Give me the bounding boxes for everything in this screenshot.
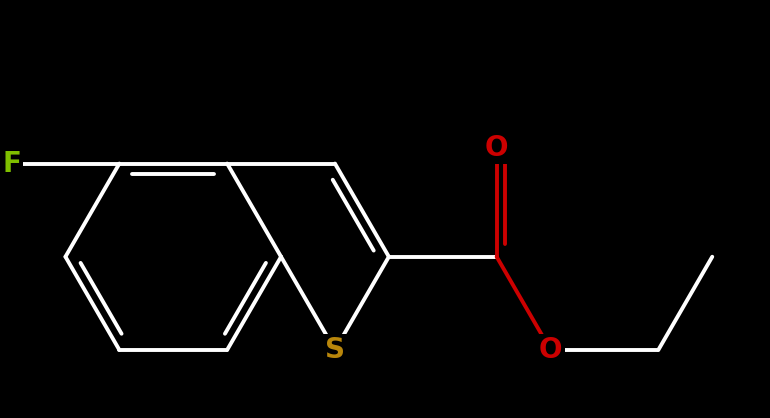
Text: O: O (485, 134, 508, 162)
Text: O: O (539, 336, 562, 364)
Text: F: F (2, 150, 21, 178)
Text: S: S (325, 336, 345, 364)
